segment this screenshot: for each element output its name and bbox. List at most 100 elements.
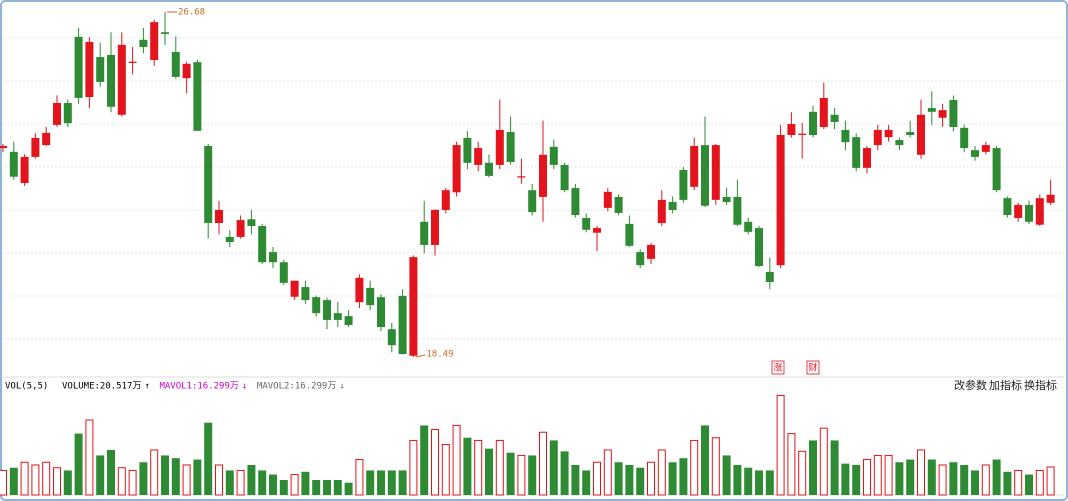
candle-body: [269, 252, 277, 263]
candle-body: [636, 252, 645, 266]
volume-bar: [1014, 469, 1023, 496]
candle-body: [917, 114, 925, 155]
candle-body: [657, 199, 666, 224]
candle-body: [258, 225, 267, 263]
indicator-value: MAVOL1:16.299万: [159, 382, 238, 392]
candle-body: [290, 280, 299, 297]
volume-bar: [722, 455, 731, 495]
candle-body: [312, 297, 321, 314]
candle-body: [1035, 198, 1044, 225]
volume-bar: [74, 433, 83, 495]
volume-bar: [798, 450, 807, 496]
candle-body: [744, 221, 753, 232]
volume-bar: [96, 455, 105, 495]
volume-bar: [603, 449, 612, 496]
candle-body: [711, 145, 720, 200]
volume-bar: [657, 449, 666, 496]
volume-bar: [377, 470, 385, 495]
candle-body: [809, 111, 817, 135]
candle-body: [668, 201, 677, 210]
candle-body: [798, 133, 807, 135]
candle-body: [517, 176, 526, 178]
volume-bar: [614, 462, 623, 495]
candle-body: [755, 228, 763, 267]
indicator-button[interactable]: 加指标: [989, 378, 1022, 392]
volume-bar: [560, 451, 569, 495]
indicator-button[interactable]: 换指标: [1024, 378, 1057, 392]
volume-bar: [809, 440, 817, 495]
candle-body: [549, 146, 558, 165]
candle-body: [603, 191, 612, 208]
candle-body: [236, 220, 245, 237]
volume-bar: [528, 455, 537, 495]
volume-bar: [258, 470, 267, 495]
volume-bar: [333, 479, 342, 495]
volume-bar: [9, 467, 18, 495]
volume-bar: [269, 474, 277, 495]
volume-bar: [1025, 474, 1033, 495]
volume-bar: [636, 467, 645, 495]
volume-bar: [733, 464, 742, 495]
low-annotation: 18.49: [426, 349, 453, 359]
candle-body: [344, 316, 353, 325]
candle-body: [560, 164, 569, 191]
volume-bar: [571, 464, 580, 495]
candle-body: [863, 148, 871, 168]
candle-body: [690, 145, 699, 187]
volume-bar: [495, 439, 504, 496]
volume-bar: [247, 464, 256, 495]
candle-body: [1025, 204, 1033, 222]
volume-bar: [668, 462, 677, 495]
indicator-arrow: ↓: [339, 382, 344, 392]
candle-body: [971, 150, 979, 157]
volume-bar: [852, 464, 861, 495]
volume-bar: [107, 449, 115, 495]
candle-body: [614, 196, 623, 213]
volume-bar: [387, 470, 396, 495]
event-marker[interactable]: 涨: [773, 363, 782, 374]
candle-body: [409, 257, 418, 356]
volume-bar: [971, 470, 979, 495]
candle-body: [225, 236, 234, 242]
candle-body: [571, 188, 580, 216]
candle-body: [938, 110, 947, 118]
candle-body: [1014, 204, 1023, 218]
candle-body: [884, 129, 893, 138]
candle-body: [431, 209, 439, 245]
volume-bar: [344, 482, 353, 495]
volume-bar: [744, 467, 753, 495]
candle-body: [452, 145, 461, 193]
volume-bar: [53, 467, 61, 496]
candle-body: [247, 219, 256, 226]
candle-body: [96, 57, 105, 82]
candle-body: [485, 162, 493, 176]
candle-body: [0, 145, 7, 149]
candle-body: [63, 102, 72, 124]
event-marker[interactable]: 财: [808, 362, 817, 374]
indicator-value: VOLUME:20.517万: [62, 382, 141, 392]
candle-body: [765, 271, 774, 283]
candle-body: [949, 100, 958, 127]
volume-bar: [841, 463, 850, 495]
volume-bar: [906, 459, 915, 495]
candle-body: [852, 137, 861, 168]
volume-bar: [279, 479, 288, 495]
volume-bar: [819, 427, 828, 496]
high-annotation: 26.68: [178, 8, 205, 18]
indicator-arrow: ↑: [144, 382, 149, 392]
volume-bar: [873, 454, 882, 496]
candle-body: [139, 39, 148, 47]
candle-body: [1046, 194, 1055, 203]
candle-body: [679, 169, 688, 200]
candle-body: [215, 209, 223, 224]
candle-body: [301, 287, 310, 301]
candle-body: [204, 145, 213, 224]
volume-bar: [485, 448, 493, 495]
candle-body: [528, 190, 537, 213]
candle-body: [593, 228, 601, 233]
candle-body: [701, 145, 709, 206]
indicator-value: MAVOL2:16.299万: [257, 382, 336, 392]
candle-body: [787, 124, 796, 135]
volume-bar: [517, 454, 526, 496]
indicator-button[interactable]: 改参数: [954, 378, 987, 392]
